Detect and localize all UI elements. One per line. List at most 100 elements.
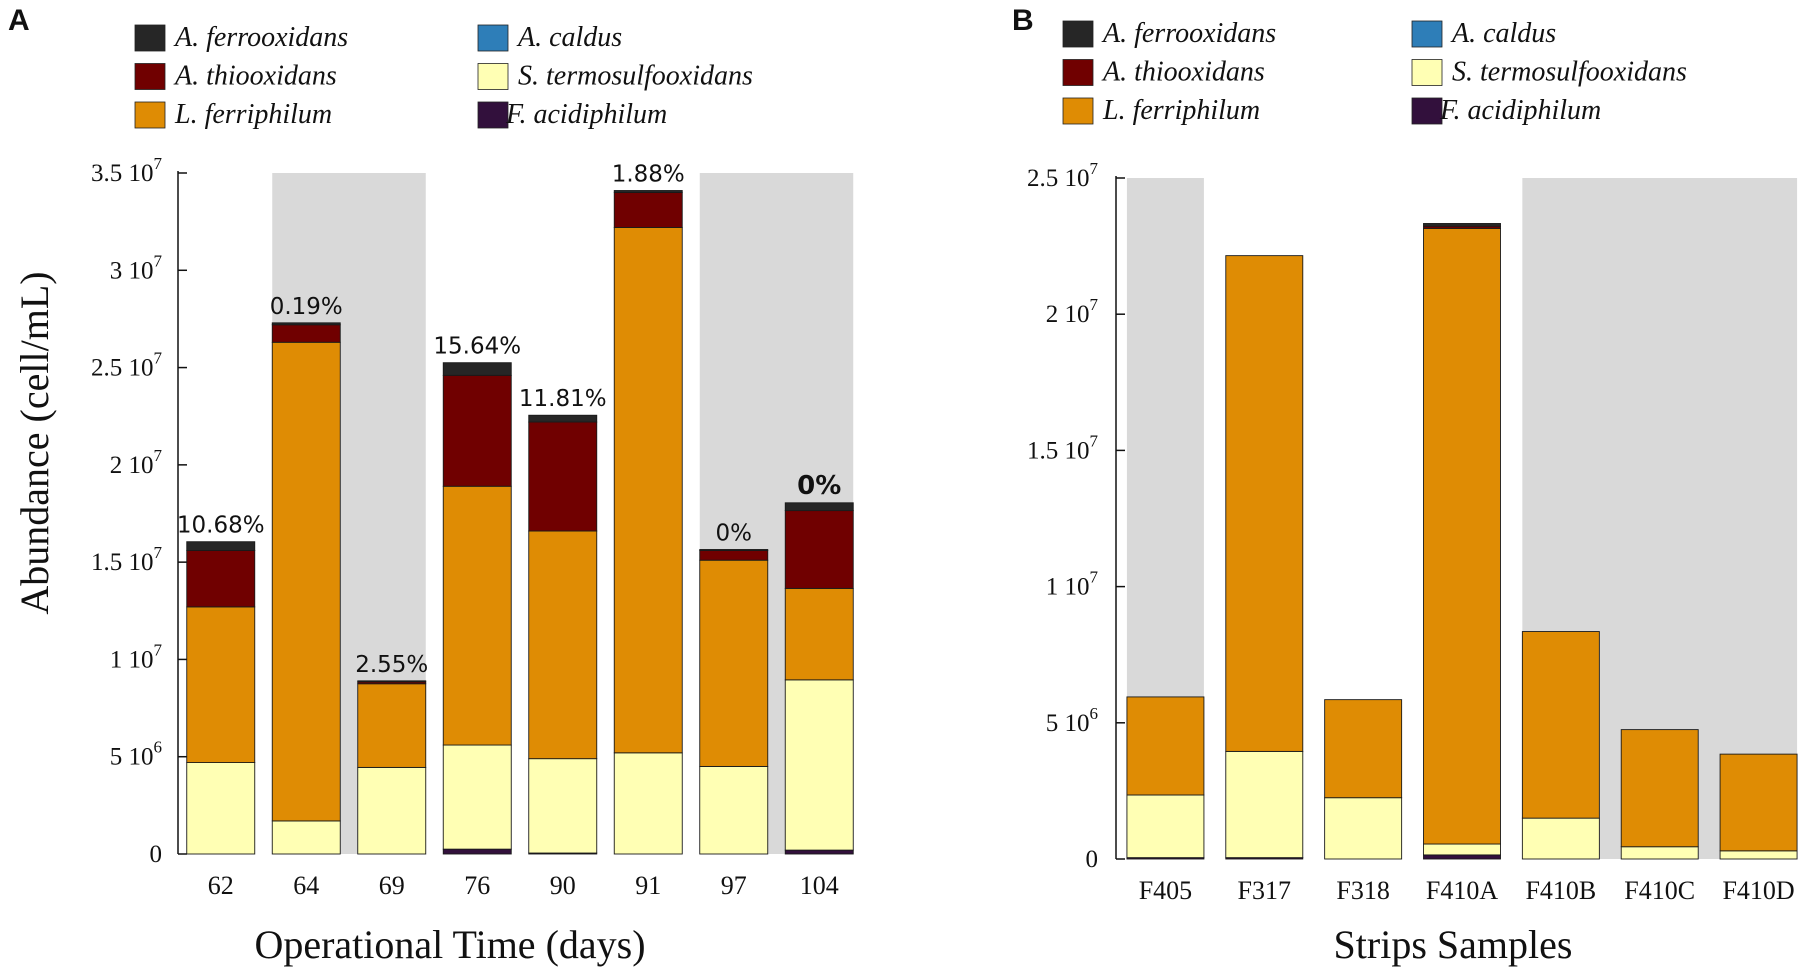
panel-b-y-tick-label: 5 106 <box>1046 704 1098 737</box>
panel-a-bar-104 <box>784 502 854 855</box>
bar-segment-a-ferrooxidans <box>442 362 512 376</box>
panel-a-y-axis-title: Abundance (cell/mL) <box>12 271 57 614</box>
panel-b-y-tick-label: 1 107 <box>1046 568 1099 601</box>
bar-segment-f-acidiphilum <box>1423 854 1501 860</box>
panel-b-legend-entry-f-acidiphilum: F. acidiphilum <box>1411 95 1601 126</box>
panel-b-x-tick-label: F317 <box>1238 876 1291 905</box>
panel-b-y-tick-label: 0 <box>1086 846 1099 873</box>
panel-a-y-tick-label: 2 107 <box>110 446 163 479</box>
legend-label-s-termosulfooxidans: S. termosulfooxidans <box>1452 57 1687 88</box>
panel-b-bar-f410d <box>1719 753 1798 860</box>
panel-b-x-tick-label: F410B <box>1525 876 1596 905</box>
bar-segment-s-termosulfooxidans <box>271 820 341 855</box>
panel-a-legend-entry-a-caldus: A. caldus <box>477 22 622 53</box>
panel-a-label: A <box>8 4 30 37</box>
bar-segment-s-termosulfooxidans <box>1423 843 1501 856</box>
panel-b-x-tick-label: F318 <box>1336 876 1389 905</box>
bar-segment-a-ferrooxidans <box>1423 223 1501 227</box>
bar-segment-a-thiooxidans <box>442 374 512 487</box>
panel-a-bar-91 <box>613 190 683 855</box>
panel-a-x-tick-label: 64 <box>293 871 319 900</box>
bar-segment-a-ferrooxidans <box>613 190 683 193</box>
legend-label-a-ferrooxidans: A. ferrooxidans <box>173 22 348 53</box>
legend-label-s-termosulfooxidans: S. termosulfooxidans <box>518 61 753 92</box>
panel-a-legend-entry-a-ferrooxidans: A. ferrooxidans <box>134 22 348 53</box>
panel-a-x-tick-label: 62 <box>208 871 234 900</box>
bar-segment-l-ferriphilum <box>1719 753 1798 852</box>
panel-a-legend-entry-l-ferriphilum: L. ferriphilum <box>134 99 332 130</box>
panel-b-legend-entry-l-ferriphilum: L. ferriphilum <box>1062 95 1260 126</box>
legend-label-f-acidiphilum: F. acidiphilum <box>1439 95 1601 126</box>
panel-a-y-tick-label: 0 <box>150 841 163 868</box>
bar-segment-l-ferriphilum <box>613 227 683 754</box>
panel-a-bar-annotation: 10.68% <box>177 513 265 539</box>
panel-a-bar-97 <box>699 549 769 855</box>
bar-segment-a-ferrooxidans <box>271 322 341 326</box>
panel-a-bar-annotation: 15.64% <box>433 334 521 360</box>
panel-b-legend: A. ferrooxidans A. caldus A. thiooxidans S.… <box>1062 18 1687 126</box>
bar-segment-l-ferriphilum <box>1126 696 1205 796</box>
panel-a-bar-annotation: 0% <box>797 471 841 501</box>
bar-segment-s-termosulfooxidans <box>784 679 854 851</box>
legend-swatch-f-acidiphilum <box>477 101 509 129</box>
panel-a-x-tick-label: 91 <box>635 871 661 900</box>
panel-b-bar-f410a <box>1423 223 1501 860</box>
bar-segment-a-ferrooxidans <box>528 414 598 423</box>
bar-segment-l-ferriphilum <box>1620 729 1699 848</box>
bar-segment-s-termosulfooxidans <box>699 765 769 855</box>
legend-swatch-a-ferrooxidans <box>134 24 166 52</box>
bar-segment-l-ferriphilum <box>699 559 769 767</box>
panel-a-bar-62 <box>186 541 256 855</box>
panel-b: B A. ferrooxidans A. caldus A. thiooxidans… <box>1012 4 1798 967</box>
panel-a-bar-annotation: 0% <box>716 520 753 546</box>
panel-a-bar-annotation: 11.81% <box>519 386 607 412</box>
panel-b-x-tick-label: F410C <box>1624 876 1695 905</box>
legend-swatch-a-thiooxidans <box>1062 59 1094 86</box>
bar-segment-l-ferriphilum <box>1225 255 1304 752</box>
bar-segment-a-ferrooxidans <box>699 549 769 551</box>
panel-a-y-tick-label: 3 107 <box>110 251 163 284</box>
bar-segment-a-thiooxidans <box>271 324 341 343</box>
legend-swatch-s-termosulfooxidans <box>1411 59 1443 86</box>
panel-b-bar-f318 <box>1324 699 1403 860</box>
bar-segment-l-ferriphilum <box>442 485 512 746</box>
panel-a-bar-90 <box>528 414 598 855</box>
panel-a: A A. ferrooxidans A. caldus A. thiooxidans… <box>8 4 854 967</box>
legend-label-l-ferriphilum: L. ferriphilum <box>174 99 332 130</box>
legend-label-l-ferriphilum: L. ferriphilum <box>1102 95 1260 126</box>
panel-a-legend-entry-a-thiooxidans: A. thiooxidans <box>134 61 337 92</box>
bar-segment-l-ferriphilum <box>1324 699 1403 799</box>
bar-segment-l-ferriphilum <box>1423 227 1501 845</box>
panel-b-y-tick-label: 2.5 107 <box>1027 159 1099 192</box>
panel-a-y-tick-label: 2.5 107 <box>91 349 163 382</box>
bar-segment-s-termosulfooxidans <box>442 744 512 850</box>
panel-a-x-tick-label: 76 <box>464 871 490 900</box>
panel-b-legend-entry-a-caldus: A. caldus <box>1411 18 1556 49</box>
panel-a-x-tick-label: 97 <box>721 871 747 900</box>
bar-segment-s-termosulfooxidans <box>613 752 683 855</box>
panel-b-plot: 0 5 106 1 107 1.5 107 2 107 2.5 107 F405 F317 F3… <box>1027 159 1798 905</box>
panel-a-x-tick-label: 104 <box>800 871 839 900</box>
bar-segment-l-ferriphilum <box>357 683 427 768</box>
panel-b-label: B <box>1012 4 1034 37</box>
bar-segment-s-termosulfooxidans <box>1225 750 1304 859</box>
panel-b-y-tick-label: 2 107 <box>1046 295 1099 328</box>
panel-b-x-tick-label: F410A <box>1426 876 1498 905</box>
bar-segment-s-termosulfooxidans <box>1620 846 1699 860</box>
legend-label-a-ferrooxidans: A. ferrooxidans <box>1101 18 1276 49</box>
panel-a-x-axis-title: Operational Time (days) <box>254 922 645 967</box>
panel-a-y-tick-label: 5 106 <box>110 738 162 771</box>
bar-segment-l-ferriphilum <box>784 587 854 681</box>
panel-a-y-tick-label: 1.5 107 <box>91 543 163 576</box>
bar-segment-s-termosulfooxidans <box>1126 794 1205 859</box>
panel-b-bar-f410c <box>1620 729 1699 860</box>
panel-b-bar-f405 <box>1126 696 1205 860</box>
bar-segment-a-thiooxidans <box>613 192 683 228</box>
panel-a-bar-76 <box>442 362 512 855</box>
legend-swatch-a-thiooxidans <box>134 63 166 90</box>
panel-b-legend-entry-a-ferrooxidans: A. ferrooxidans <box>1062 18 1276 49</box>
panel-b-x-axis-title: Strips Samples <box>1334 922 1573 967</box>
panel-a-bar-annotation: 1.88% <box>612 162 685 188</box>
bar-segment-a-thiooxidans <box>699 550 769 561</box>
